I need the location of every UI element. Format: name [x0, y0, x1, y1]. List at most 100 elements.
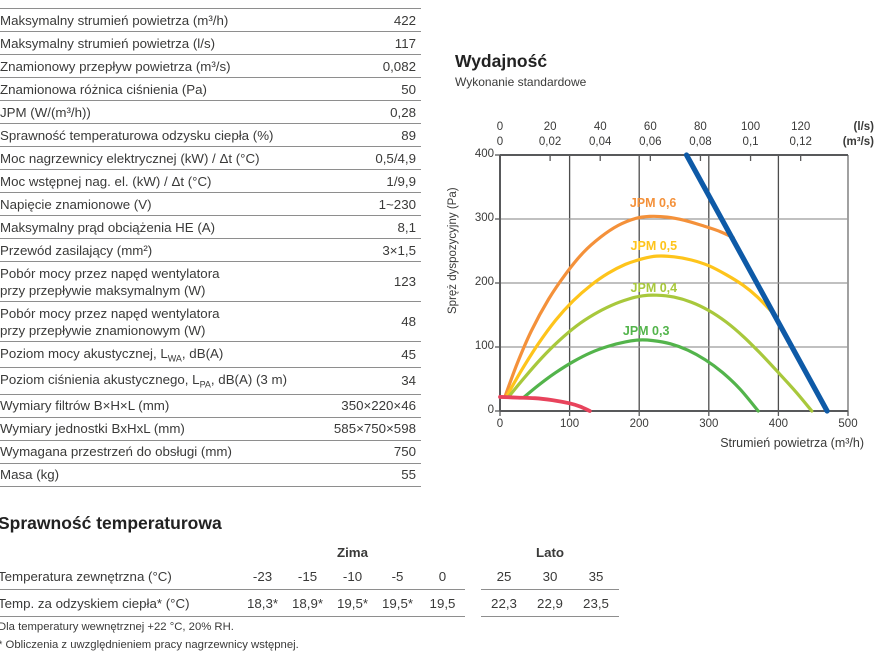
recovered-temp-summer-value: 22,3	[481, 590, 527, 617]
top-tick-label-m3s: 0,1	[742, 136, 759, 148]
y-tick-label: 100	[474, 340, 494, 352]
spec-row-value: 0,5/4,9	[375, 150, 416, 166]
spec-row-label: JPM (W/(m³/h))	[0, 104, 91, 120]
spec-row: Sprawność temperaturowa odzysku ciepła (…	[0, 124, 421, 148]
spec-row-value: 89	[401, 127, 416, 143]
top-tick-label-ls: 100	[740, 121, 761, 133]
spec-row-value: 0,082	[382, 58, 416, 74]
spec-row-value: 585×750×598	[333, 421, 416, 437]
top-tick-label-m3s: 0	[496, 136, 504, 148]
spec-row-label: Moc wstępnej nag. el. (kW) / Δt (°C)	[0, 173, 212, 189]
curve-label: JPM 0,4	[630, 281, 678, 296]
series-jpm-0-4	[507, 293, 814, 413]
outdoor-temp-summer-value: 30	[527, 563, 573, 590]
outdoor-temp-winter-value: -10	[330, 563, 375, 590]
spec-row-value: 48	[401, 314, 416, 330]
group-gap	[465, 590, 481, 616]
x-tick-label: 200	[629, 418, 649, 430]
spec-row: Wymiary filtrów B×H×L (mm) 350×220×46	[0, 395, 421, 418]
series-jpm-0-3	[522, 338, 760, 413]
curve-label: JPM 0,3	[622, 324, 670, 338]
spec-row-label: Poziom ciśnienia akustycznego, LPA, dB(A…	[0, 371, 287, 390]
summer-group-header: Lato	[535, 544, 565, 560]
outdoor-temp-winter-value: -5	[375, 563, 420, 590]
spec-row: Poziom mocy akustycznej, LWA, dB(A) 45	[0, 342, 421, 369]
y-tick-label: 200	[474, 276, 494, 288]
spec-row-label: Masa (kg)	[0, 467, 60, 483]
spec-row-value: 3×1,5	[382, 242, 416, 258]
spec-row-value: 1~230	[378, 196, 416, 212]
y-tick-label: 300	[474, 212, 494, 224]
spec-row-label: Wymagana przestrzeń do obsługi (mm)	[0, 444, 232, 460]
spec-row: Pobór mocy przez napęd wentylatora przy …	[0, 262, 421, 303]
series-min-limit-line	[498, 395, 592, 413]
spec-row-value: 1/9,9	[386, 173, 416, 189]
spec-row-label: Wymiary jednostki BxHxL (mm)	[0, 421, 185, 437]
spec-row-value: 0,28	[390, 104, 416, 120]
outdoor-temp-summer-value: 25	[481, 563, 527, 590]
spec-row-value: 350×220×46	[341, 398, 416, 414]
x-tick-label: 100	[560, 418, 580, 430]
footnote-line: Dla temperatury wewnętrznej +22 °C, 20% …	[0, 621, 234, 633]
spec-row-label: Moc nagrzewnicy elektrycznej (kW) / Δt (…	[0, 150, 260, 166]
spec-row-label: Sprawność temperaturowa odzysku ciepła (…	[0, 127, 274, 143]
curve-label: JPM 0,5	[630, 238, 678, 253]
series-jpm-0-6	[503, 214, 735, 397]
outdoor-temp-label: Temperatura zewnętrzna (°C)	[0, 563, 240, 590]
recovered-temp-winter-value: 19,5*	[330, 590, 375, 617]
spec-row-value: 422	[393, 12, 416, 28]
group-gap	[465, 563, 481, 589]
recovered-temp-winter-value: 18,9*	[285, 590, 330, 617]
top-axis-unit-ls: (l/s)	[853, 121, 874, 133]
top-tick-label-ls: 60	[643, 121, 657, 133]
spec-row: Maksymalny strumień powietrza (l/s) 117	[0, 32, 421, 56]
footnotes: Dla temperatury wewnętrznej +22 °C, 20% …	[0, 619, 299, 654]
spec-row: Napięcie znamionowe (V) 1~230	[0, 193, 421, 217]
spec-row-value: 117	[394, 35, 416, 51]
recovered-temp-summer-value: 22,9	[527, 590, 573, 617]
top-tick-label-ls: 40	[593, 121, 607, 133]
spec-row-label: Pobór mocy przez napęd wentylatora przy …	[0, 305, 220, 338]
spec-row-value: 123	[393, 274, 416, 290]
spec-row: Przewód zasilający (mm²) 3×1,5	[0, 239, 421, 263]
spec-row-label: Znamionowa różnica ciśnienia (Pa)	[0, 81, 207, 97]
spec-row: Maksymalny prąd obciążenia HE (A) 8,1	[0, 216, 421, 240]
x-tick-label: 400	[768, 418, 788, 430]
spec-row-label: Maksymalny strumień powietrza (l/s)	[0, 35, 216, 51]
spec-row: Poziom ciśnienia akustycznego, LPA, dB(A…	[0, 368, 421, 395]
spec-row: Wymiary jednostki BxHxL (mm) 585×750×598	[0, 418, 421, 441]
spec-row-label: Pobór mocy przez napęd wentylatora przy …	[0, 265, 220, 298]
spec-row-label: Napięcie znamionowe (V)	[0, 196, 152, 212]
spec-row-label: Znamionowy przepływ powietrza (m³/s)	[0, 58, 231, 74]
recovered-temp-summer-value: 23,5	[573, 590, 619, 617]
footnote-line: * Obliczenia z uwzględnieniem pracy nagr…	[0, 638, 299, 651]
spec-row-value: 45	[401, 347, 416, 363]
top-tick-label-m3s: 0,12	[789, 136, 812, 148]
spec-row: Moc wstępnej nag. el. (kW) / Δt (°C) 1/9,…	[0, 170, 421, 194]
spec-row: Znamionowa różnica ciśnienia (Pa) 50	[0, 78, 421, 102]
spec-row: Maksymalny strumień powietrza (m³/h) 422	[0, 9, 421, 33]
y-axis-label: Spręż dyspozycyjny (Pa)	[447, 187, 459, 315]
spec-row: Znamionowy przepływ powietrza (m³/s) 0,08…	[0, 55, 421, 79]
curve-label: JPM 0,6	[629, 196, 677, 210]
outdoor-temp-summer-value: 35	[573, 563, 619, 590]
spec-row-label: Wymiary filtrów B×H×L (mm)	[0, 398, 170, 414]
recovered-temp-label: Temp. za odzyskiem ciepła* (°C)	[0, 590, 240, 617]
x-tick-label: 500	[838, 418, 858, 430]
spec-row-value: 50	[401, 81, 416, 97]
series-jpm-0-5	[505, 254, 777, 398]
spec-row: JPM (W/(m³/h)) 0,28	[0, 101, 421, 125]
spec-row-value: 55	[401, 467, 416, 483]
series-max-limit-line	[683, 152, 830, 414]
x-axis-title: Strumień powietrza (m³/h)	[720, 436, 864, 450]
outdoor-temp-winter-value: 0	[420, 563, 465, 590]
chart-plot-area: Spręż dyspozycyjny (Pa) (l/s) (m³/s) Str…	[447, 121, 874, 450]
recovered-temp-winter-value: 18,3*	[240, 590, 285, 617]
y-tick-label: 400	[474, 148, 494, 160]
spec-row-value: 34	[401, 373, 416, 389]
top-tick-label-ls: 20	[543, 121, 557, 133]
top-tick-label-m3s: 0,02	[538, 136, 562, 148]
outdoor-temp-winter-value: -23	[240, 563, 285, 590]
recovered-temp-winter-value: 19,5	[420, 590, 465, 617]
